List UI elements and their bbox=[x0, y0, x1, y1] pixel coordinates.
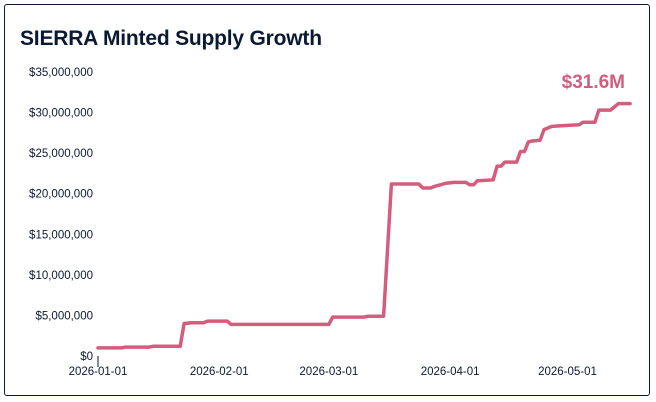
x-tick-label: 2026-04-01 bbox=[421, 366, 480, 378]
y-tick-label: $20,000,000 bbox=[29, 189, 93, 201]
y-tick-label: $5,000,000 bbox=[35, 310, 93, 322]
y-tick-label: $25,000,000 bbox=[29, 148, 93, 160]
y-tick-label: $35,000,000 bbox=[29, 67, 93, 79]
x-tick-label: 2026-03-01 bbox=[299, 366, 358, 378]
y-tick-label: $0 bbox=[80, 351, 93, 363]
chart-card bbox=[4, 4, 650, 396]
series-layer bbox=[96, 101, 632, 350]
x-tick-label: 2026-02-01 bbox=[190, 366, 249, 378]
chart-title: SIERRA Minted Supply Growth bbox=[20, 27, 322, 50]
x-tick-label: 2026-05-01 bbox=[538, 366, 597, 378]
supply-line bbox=[96, 101, 632, 350]
x-tick-label: 2026-01-01 bbox=[69, 366, 128, 378]
latest-value-callout: $31.6M bbox=[562, 72, 625, 93]
y-tick-label: $15,000,000 bbox=[29, 229, 93, 241]
y-tick-label: $30,000,000 bbox=[29, 108, 93, 120]
y-tick-label: $10,000,000 bbox=[29, 270, 93, 282]
y-tick-labels: $0 $5,000,000 $10,000,000 $15,000,000 $20,00… bbox=[29, 67, 93, 363]
x-tick-labels: 2026-01-01 2026-02-01 2026-03-01 2026-04-01… bbox=[69, 366, 597, 378]
